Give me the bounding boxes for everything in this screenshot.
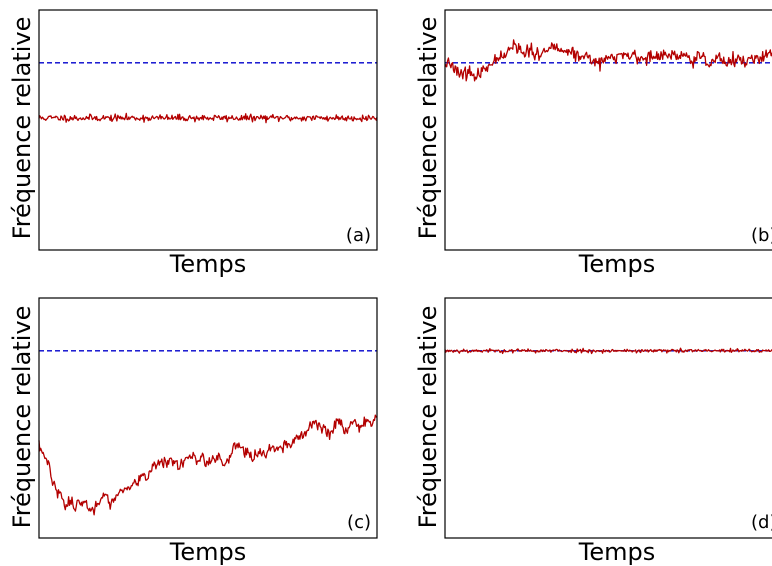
- panel-a: Fréquence relative (a) Temps: [8, 9, 378, 278]
- series-line-d: [444, 347, 772, 355]
- panel-label-c: (c): [347, 512, 371, 533]
- xlabel-a: Temps: [169, 250, 246, 278]
- plot-area-a: [38, 62, 378, 124]
- plot-area-b: [444, 39, 772, 82]
- series-line-c: [38, 414, 378, 516]
- xlabel-d: Temps: [578, 538, 655, 566]
- panel-label-b: (b): [751, 225, 772, 246]
- xlabel-c: Temps: [169, 538, 246, 566]
- plot-frame-d: [444, 297, 772, 539]
- series-line-b: [444, 39, 772, 82]
- panel-label-d: (d): [751, 512, 772, 533]
- ylabel-c: Fréquence relative: [8, 306, 36, 529]
- plot-frame-c: [38, 297, 378, 539]
- panel-d: Fréquence relative (d) Temps: [414, 297, 772, 566]
- series-line-a: [38, 112, 378, 124]
- ylabel-b: Fréquence relative: [414, 17, 442, 240]
- panel-label-a: (a): [346, 225, 371, 246]
- ylabel-d: Fréquence relative: [414, 306, 442, 529]
- plot-area-d: [444, 347, 772, 355]
- plot-area-c: [38, 350, 378, 516]
- ylabel-a: Fréquence relative: [8, 17, 36, 240]
- panel-c: Fréquence relative (c) Temps: [8, 297, 378, 566]
- xlabel-b: Temps: [578, 250, 655, 278]
- plot-frame-b: [444, 9, 772, 251]
- panel-b: Fréquence relative (b) Temps: [414, 9, 772, 278]
- plot-frame-a: [38, 9, 378, 251]
